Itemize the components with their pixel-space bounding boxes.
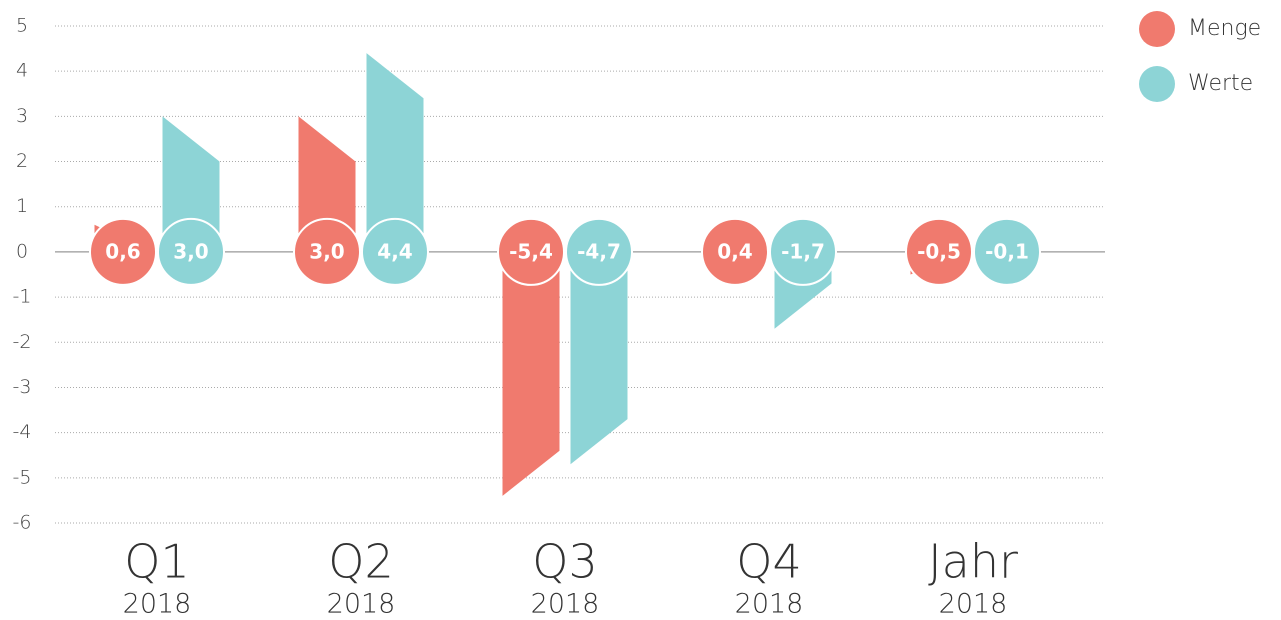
value-badge bbox=[905, 217, 973, 286]
y-tick-label: -5 bbox=[13, 466, 32, 488]
x-tick-label: Q2 bbox=[328, 535, 393, 589]
value-label: -4,7 bbox=[577, 239, 621, 263]
value-badge bbox=[973, 217, 1041, 286]
x-tick-label: Q1 bbox=[124, 535, 189, 589]
value-badge bbox=[361, 217, 429, 286]
value-badge bbox=[565, 217, 633, 286]
bar bbox=[366, 53, 424, 252]
value-label: -1,7 bbox=[781, 239, 825, 263]
y-tick-label: 2 bbox=[16, 150, 28, 172]
x-tick-sublabel: 2018 bbox=[327, 589, 396, 620]
y-tick-label: -3 bbox=[13, 376, 32, 398]
value-label: -0,5 bbox=[917, 239, 961, 263]
x-tick-label: Q3 bbox=[532, 535, 597, 589]
y-tick-label: 1 bbox=[16, 195, 28, 217]
value-badge bbox=[701, 217, 769, 286]
legend-swatch bbox=[1139, 66, 1175, 102]
y-tick-label: 4 bbox=[16, 60, 28, 82]
y-tick-label: -6 bbox=[13, 512, 32, 534]
value-label: -5,4 bbox=[509, 239, 553, 263]
x-tick-label: Q4 bbox=[736, 535, 801, 589]
value-badge bbox=[157, 217, 225, 286]
bar bbox=[162, 116, 220, 252]
value-label: 0,6 bbox=[105, 239, 140, 263]
y-tick-label: 3 bbox=[16, 105, 28, 127]
x-tick-sublabel: 2018 bbox=[531, 589, 600, 620]
value-label: 4,4 bbox=[377, 239, 412, 263]
y-tick-label: -1 bbox=[13, 286, 32, 308]
value-badge bbox=[89, 217, 157, 286]
legend-label: Werte bbox=[1188, 71, 1253, 96]
y-tick-label: 0 bbox=[16, 240, 28, 262]
value-label: -0,1 bbox=[985, 239, 1029, 263]
bar bbox=[502, 251, 560, 496]
value-label: 3,0 bbox=[173, 239, 208, 263]
value-label: 3,0 bbox=[309, 239, 344, 263]
x-tick-sublabel: 2018 bbox=[123, 589, 192, 620]
value-label: 0,4 bbox=[717, 239, 752, 263]
bar bbox=[298, 116, 356, 252]
x-tick-sublabel: 2018 bbox=[939, 589, 1008, 620]
value-badge bbox=[497, 217, 565, 286]
value-badge bbox=[769, 217, 837, 286]
y-tick-label: 5 bbox=[16, 15, 28, 37]
legend-swatch bbox=[1139, 11, 1175, 47]
value-badge bbox=[293, 217, 361, 286]
bar bbox=[570, 251, 628, 465]
y-tick-label: -4 bbox=[13, 421, 32, 443]
y-tick-label: -2 bbox=[13, 331, 32, 353]
legend-label: Menge bbox=[1188, 16, 1261, 41]
x-tick-label: Jahr bbox=[928, 535, 1018, 589]
x-tick-sublabel: 2018 bbox=[735, 589, 804, 620]
